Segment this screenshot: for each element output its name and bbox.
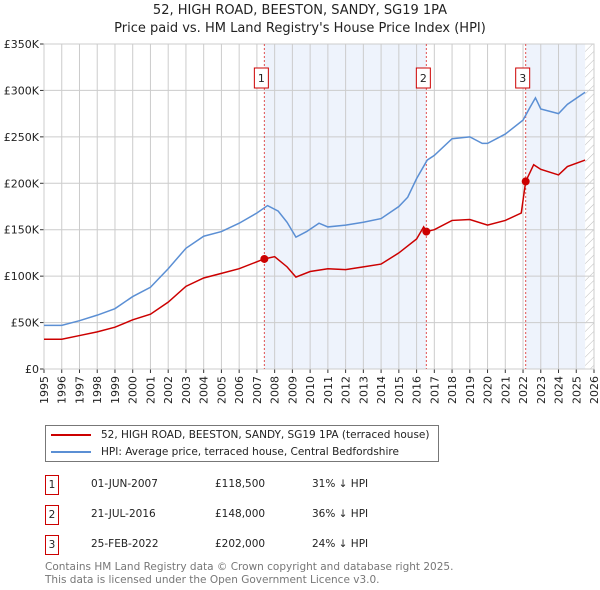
sale-label-box: [515, 67, 531, 89]
x-tick-label: 2020: [482, 376, 495, 404]
transaction-hpi-diff: 31% ↓ HPI: [312, 478, 369, 490]
sale-point: [422, 227, 431, 236]
transaction-marker: 1: [45, 475, 59, 495]
legend-hpi-swatch: [51, 451, 91, 453]
transaction-hpi-diff: 24% ↓ HPI: [312, 538, 369, 550]
transaction-hpi-diff: 36% ↓ HPI: [312, 508, 369, 520]
x-tick-label: 2016: [411, 376, 424, 404]
x-tick-label: 2024: [553, 376, 566, 404]
x-tick-label: 2013: [357, 376, 370, 404]
transaction-date: 01-JUN-2007: [91, 478, 158, 490]
x-tick-label: 2006: [233, 376, 246, 404]
y-tick-label: £350K: [4, 38, 40, 51]
x-tick-label: 2010: [304, 376, 317, 404]
x-tick-label: 1995: [38, 376, 51, 404]
sale-label-box: [253, 67, 269, 89]
footer-license: This data is licensed under the Open Gov…: [45, 574, 380, 586]
y-tick-label: £0: [25, 363, 39, 376]
sale-label: 2: [420, 72, 427, 85]
sale-label: 3: [519, 72, 526, 85]
y-tick-label: £150K: [4, 224, 40, 237]
y-tick-label: £250K: [4, 131, 40, 144]
footer-copyright: Contains HM Land Registry data © Crown c…: [45, 561, 454, 573]
legend-property-label: 52, HIGH ROAD, BEESTON, SANDY, SG19 1PA …: [101, 429, 430, 441]
x-tick-label: 2011: [322, 376, 335, 404]
x-tick-label: 2019: [464, 376, 477, 404]
sale-point: [260, 254, 269, 263]
x-tick-label: 2012: [340, 376, 353, 404]
transaction-marker: 2: [45, 505, 59, 525]
transaction-marker: 3: [45, 535, 59, 555]
x-tick-label: 2005: [215, 376, 228, 404]
x-tick-label: 2003: [180, 376, 193, 404]
property-price-line: [44, 159, 586, 341]
transaction-price: £202,000: [215, 538, 266, 550]
x-tick-label: 2014: [375, 376, 388, 404]
x-tick-label: 2009: [286, 376, 299, 404]
transaction-price: £148,000: [215, 508, 266, 520]
x-tick-label: 2002: [162, 376, 175, 404]
x-tick-label: 2004: [198, 376, 211, 404]
sale-label: 1: [258, 72, 265, 85]
transaction-date: 25-FEB-2022: [91, 538, 159, 550]
x-tick-label: 1998: [91, 376, 104, 404]
x-tick-label: 2021: [499, 376, 512, 404]
x-tick-label: 2017: [428, 376, 441, 404]
x-tick-label: 2018: [446, 376, 459, 404]
y-tick-label: £200K: [4, 177, 40, 190]
x-tick-label: 2000: [127, 376, 140, 404]
legend: 52, HIGH ROAD, BEESTON, SANDY, SG19 1PA …: [45, 425, 439, 462]
x-tick-label: 1996: [56, 376, 69, 404]
legend-property-swatch: [51, 434, 91, 436]
y-tick-label: £300K: [4, 84, 40, 97]
x-tick-label: 2008: [269, 376, 282, 404]
forecast-hatch: [585, 44, 594, 369]
x-tick-label: 2007: [251, 376, 264, 404]
x-tick-label: 2026: [588, 376, 600, 404]
price-chart: 1995 1996 1997 1998 1999 2000 2001 2002 2003 2004…: [4, 38, 600, 404]
hpi-line: [44, 91, 586, 327]
x-tick-label: 1999: [109, 376, 122, 404]
plot-border: [43, 43, 595, 370]
legend-hpi-label: HPI: Average price, terraced house, Cent…: [101, 446, 399, 458]
x-tick-label: 1997: [73, 376, 86, 404]
chart-title: 52, HIGH ROAD, BEESTON, SANDY, SG19 1PA: [152, 3, 448, 18]
x-tick-label: 2001: [144, 376, 157, 404]
transaction-date: 21-JUL-2016: [91, 508, 156, 520]
x-tick-label: 2025: [570, 376, 583, 404]
sale-label-box: [415, 67, 431, 89]
x-tick-label: 2023: [535, 376, 548, 404]
x-tick-label: 2022: [517, 376, 530, 404]
y-tick-label: £50K: [11, 317, 40, 330]
transaction-price: £118,500: [215, 478, 266, 490]
chart-subtitle: Price paid vs. HM Land Registry's House …: [114, 21, 486, 36]
x-tick-label: 2015: [393, 376, 406, 404]
sale-point: [521, 177, 530, 186]
y-tick-label: £100K: [4, 270, 40, 283]
